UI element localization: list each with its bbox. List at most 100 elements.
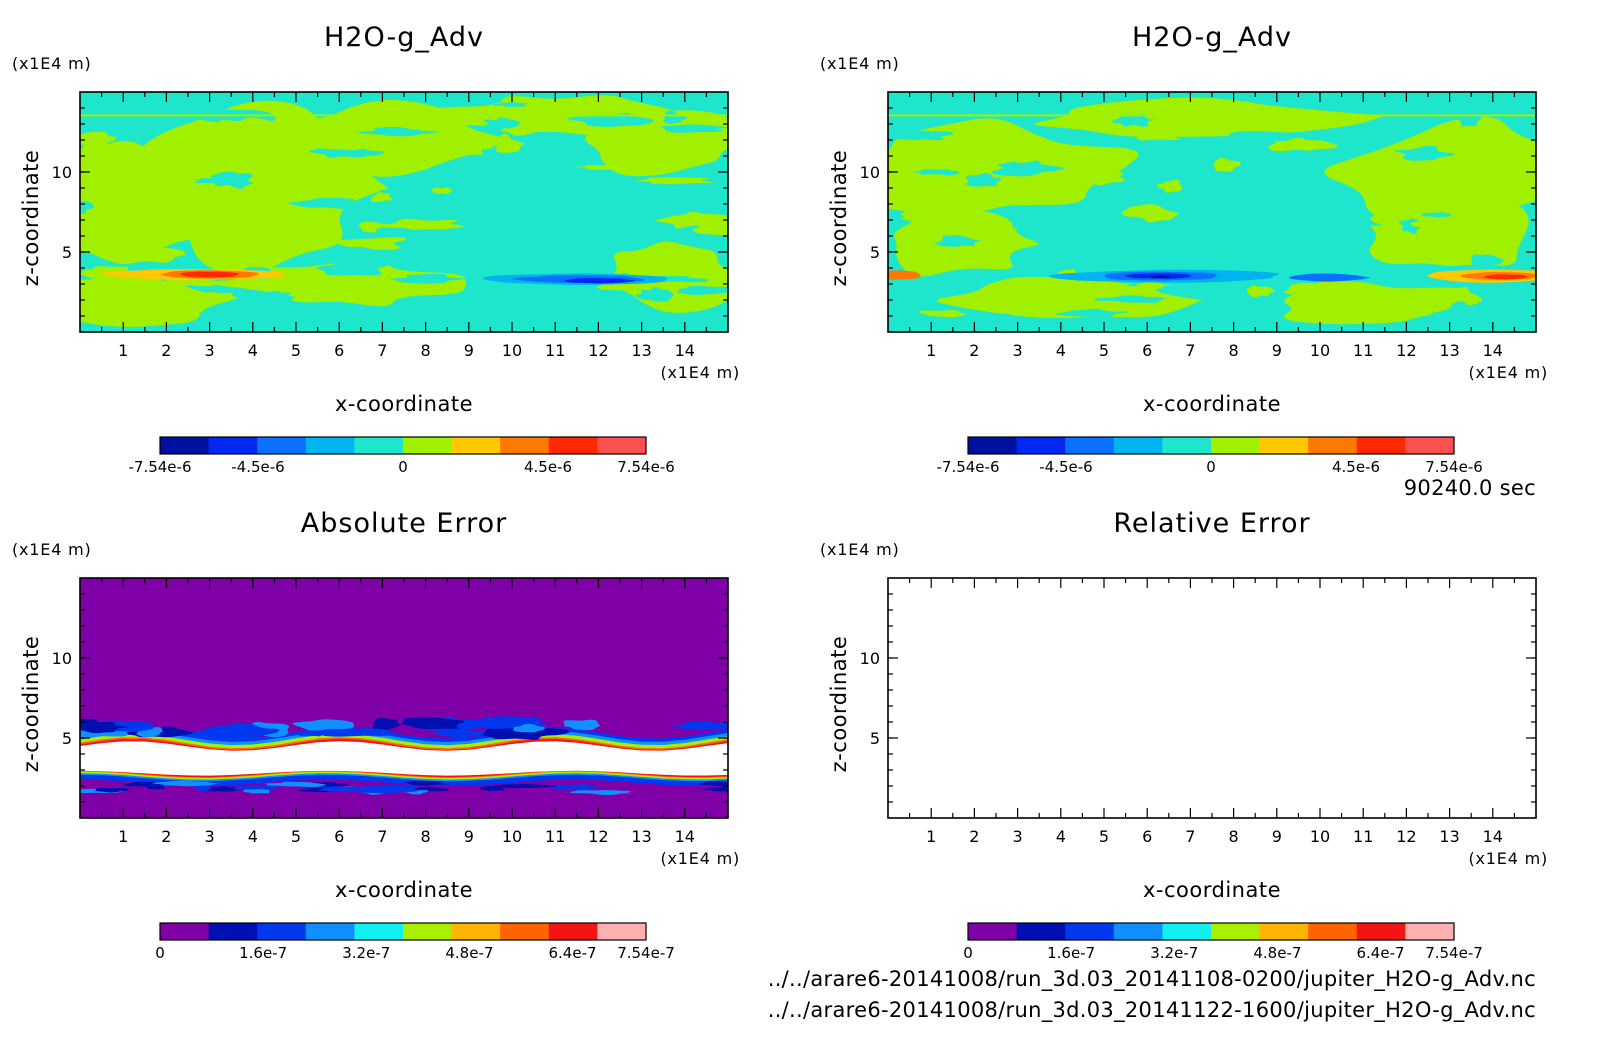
x-tick-label: 14 xyxy=(1483,341,1503,360)
contour-region xyxy=(101,247,186,263)
x-tick-label: 9 xyxy=(1272,827,1282,846)
x-tick-label: 3 xyxy=(1013,341,1023,360)
colorbar-tick-label: 7.54e-7 xyxy=(617,944,675,962)
colorbar-swatch xyxy=(160,437,210,454)
contour-region xyxy=(1093,295,1166,303)
colorbar-swatch xyxy=(208,437,258,454)
contour-region xyxy=(1182,146,1202,154)
contour-region xyxy=(258,290,295,303)
contour-region xyxy=(288,197,364,209)
contour-region xyxy=(1121,204,1180,223)
contour-region xyxy=(1364,264,1435,282)
contour-region xyxy=(159,278,233,287)
contour-region xyxy=(663,110,688,125)
contour-region xyxy=(1283,282,1363,297)
colorbar-swatch xyxy=(597,923,647,940)
contour-region xyxy=(1456,109,1482,127)
x-unit-label: (x1E4 m) xyxy=(661,363,741,382)
contour-region xyxy=(564,278,636,284)
colorbar-swatch xyxy=(403,437,453,454)
colorbar-swatch xyxy=(1162,437,1212,454)
contour-region xyxy=(1436,123,1473,137)
contour-region xyxy=(264,781,326,788)
x-tick-label: 9 xyxy=(464,341,474,360)
contour-region xyxy=(573,164,652,170)
contour-region xyxy=(210,171,253,189)
y-tick-label: 5 xyxy=(870,729,880,748)
contour-region xyxy=(94,194,169,201)
y-tick-label: 5 xyxy=(62,729,72,748)
colorbar-swatch xyxy=(1016,437,1066,454)
contour-region xyxy=(1167,232,1230,243)
contour-region xyxy=(955,313,1018,325)
contour-region xyxy=(983,238,1034,246)
colorbar-tick-label: 1.6e-7 xyxy=(1047,944,1095,962)
x-tick-label: 2 xyxy=(969,827,979,846)
colorbar-swatch xyxy=(500,437,550,454)
x-tick-label: 6 xyxy=(1142,341,1152,360)
x-tick-label: 4 xyxy=(1056,341,1066,360)
panel-title: H2O-g_Adv xyxy=(324,22,484,53)
x-axis-label: x-coordinate xyxy=(1143,392,1281,416)
y-axis-label: z-coordinate xyxy=(19,150,43,287)
x-tick-label: 12 xyxy=(1396,827,1416,846)
colorbar-swatch xyxy=(597,437,647,454)
contour-region xyxy=(491,101,529,108)
colorbar-tick-label: 0 xyxy=(963,944,973,962)
x-tick-label: 12 xyxy=(588,341,608,360)
contour-region xyxy=(935,234,982,247)
footer-info: 90240.0 sec ../../arare6-20141008/run_3d.… xyxy=(768,476,1536,1023)
x-tick-label: 4 xyxy=(1056,827,1066,846)
contour-region xyxy=(1484,274,1528,280)
x-tick-label: 11 xyxy=(1353,827,1373,846)
colorbar-swatch xyxy=(1211,923,1261,940)
contour-region xyxy=(1182,304,1219,319)
colorbar: 0 1.6e-7 3.2e-7 4.8e-7 6.4e-7 7.54e-7 xyxy=(963,922,1483,962)
colorbar-frame xyxy=(159,436,647,455)
y-tick-label: 5 xyxy=(62,243,72,262)
x-tick-label: 12 xyxy=(588,827,608,846)
colorbar-tick-label: 3.2e-7 xyxy=(342,944,390,962)
contour-region xyxy=(671,721,728,730)
colorbar-swatch xyxy=(1405,437,1455,454)
contour-region xyxy=(433,729,486,738)
contour-region xyxy=(492,133,525,153)
colorbar-swatch xyxy=(305,923,355,940)
contour-region xyxy=(315,258,388,276)
x-unit-label: (x1E4 m) xyxy=(1469,849,1549,868)
contour-region xyxy=(660,124,728,133)
panel-title: H2O-g_Adv xyxy=(1132,22,1292,53)
x-unit-label: (x1E4 m) xyxy=(661,849,741,868)
contour-region xyxy=(405,780,448,786)
contour-region xyxy=(80,719,130,734)
x-tick-label: 13 xyxy=(1439,341,1459,360)
colorbar-tick-label: 0 xyxy=(398,458,408,476)
contour-region xyxy=(1393,145,1455,161)
x-tick-label: 6 xyxy=(1142,827,1152,846)
colorbar-swatch xyxy=(305,437,355,454)
contour-region xyxy=(1466,283,1526,298)
colorbar-swatch xyxy=(548,923,598,940)
colorbar-tick-label: 7.54e-7 xyxy=(1425,944,1483,962)
x-tick-label: 1 xyxy=(118,341,128,360)
contour-field xyxy=(888,92,1536,332)
contour-region xyxy=(936,276,1202,319)
contour-region xyxy=(634,177,715,185)
x-tick-label: 3 xyxy=(205,341,215,360)
colorbar-swatch xyxy=(257,923,307,940)
contour-region xyxy=(888,208,905,219)
y-axis-label: z-coordinate xyxy=(827,636,851,773)
contour-region xyxy=(80,241,133,253)
panel-title: Absolute Error xyxy=(301,508,507,539)
contour-region xyxy=(202,723,280,741)
colorbar-swatch xyxy=(1162,923,1212,940)
contour-region xyxy=(1421,212,1453,218)
x-tick-label: 14 xyxy=(1483,827,1503,846)
contour-region xyxy=(1136,280,1173,290)
colorbar-swatch xyxy=(1016,923,1066,940)
colorbar-frame xyxy=(967,922,1455,941)
colorbar-tick-label: -7.54e-6 xyxy=(937,458,1000,476)
contour-region xyxy=(305,135,404,151)
contour-region xyxy=(179,271,240,278)
